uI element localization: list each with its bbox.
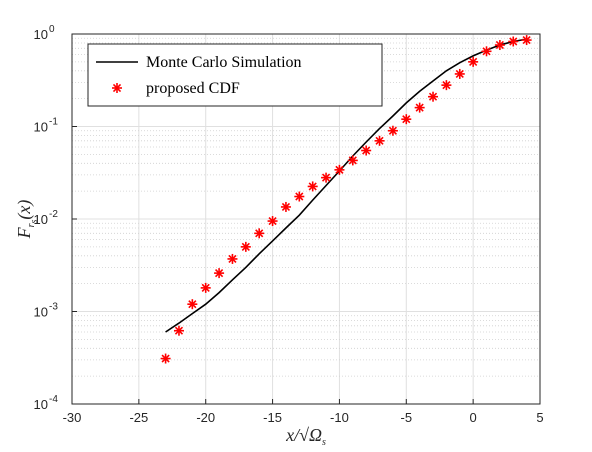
data-point-proposed-cdf: [214, 268, 225, 279]
data-point-proposed-cdf: [494, 40, 505, 51]
x-tick-label: -5: [401, 410, 413, 425]
legend-label-monte-carlo: Monte Carlo Simulation: [146, 54, 302, 71]
legend-label-proposed: proposed CDF: [146, 80, 240, 97]
data-point-proposed-cdf: [307, 181, 318, 192]
data-point-proposed-cdf: [401, 114, 412, 125]
x-axis-label: x/√Ωs: [285, 425, 326, 448]
data-point-proposed-cdf: [173, 325, 184, 336]
data-point-proposed-cdf: [240, 241, 251, 252]
y-tick-label: 10: [34, 27, 48, 42]
data-point-proposed-cdf: [481, 46, 492, 57]
data-point-proposed-cdf: [441, 80, 452, 91]
legend-box: [87, 43, 383, 107]
data-point-proposed-cdf: [361, 145, 372, 156]
data-point-proposed-cdf: [227, 253, 238, 264]
y-tick-exponent: 0: [49, 24, 55, 35]
x-tick-label: -10: [330, 410, 349, 425]
y-tick-label: 10: [34, 305, 48, 320]
x-tick-label: -15: [263, 410, 282, 425]
data-point-proposed-cdf: [347, 155, 358, 166]
x-tick-label: 0: [470, 410, 477, 425]
data-point-proposed-cdf: [294, 191, 305, 202]
plot-frame: [71, 33, 541, 405]
x-tick-label: 5: [536, 410, 543, 425]
y-tick-label: 10: [34, 397, 48, 412]
data-point-proposed-cdf: [428, 91, 439, 102]
y-tick-exponent: -4: [49, 394, 58, 405]
legend: Monte Carlo Simulation proposed CDF: [87, 43, 383, 107]
y-axis-label: Frs(x): [14, 200, 40, 240]
y-tick-label: 10: [34, 212, 48, 227]
x-tick-label: -25: [129, 410, 148, 425]
series-layer: [160, 35, 532, 364]
legend-marker-swatch: [112, 83, 122, 93]
series-line-monte-carlo: [165, 38, 527, 333]
data-point-proposed-cdf: [200, 282, 211, 293]
data-point-proposed-cdf: [387, 125, 398, 136]
data-point-proposed-cdf: [187, 299, 198, 310]
data-point-proposed-cdf: [254, 228, 265, 239]
y-tick-label: 10: [34, 120, 48, 135]
data-point-proposed-cdf: [321, 172, 332, 183]
data-point-proposed-cdf: [521, 35, 532, 46]
x-tick-label: -30: [63, 410, 82, 425]
data-point-proposed-cdf: [280, 201, 291, 212]
legend-asterisk: [112, 83, 122, 93]
y-tick-exponent: -3: [49, 302, 58, 313]
data-point-proposed-cdf: [414, 102, 425, 113]
data-point-proposed-cdf: [160, 353, 171, 364]
data-point-proposed-cdf: [468, 56, 479, 67]
y-tick-exponent: -1: [49, 117, 58, 128]
y-tick-exponent: -2: [49, 209, 58, 220]
x-tick-labels: -30 -25 -20 -15 -10 -5 0 5: [63, 410, 544, 425]
data-point-proposed-cdf: [454, 68, 465, 79]
data-point-proposed-cdf: [334, 164, 345, 175]
data-point-proposed-cdf: [508, 36, 519, 47]
x-tick-label: -20: [196, 410, 215, 425]
data-point-proposed-cdf: [374, 135, 385, 146]
data-point-proposed-cdf: [267, 216, 278, 227]
